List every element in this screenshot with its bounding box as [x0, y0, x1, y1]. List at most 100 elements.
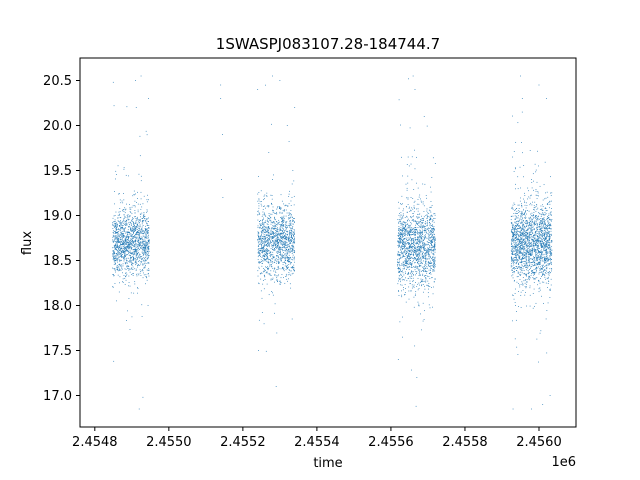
data-point — [515, 231, 517, 232]
data-point — [289, 232, 291, 234]
data-point — [279, 262, 280, 264]
data-point — [421, 219, 423, 221]
data-point — [120, 244, 122, 245]
data-point — [413, 234, 415, 236]
data-point — [137, 230, 139, 232]
data-point — [124, 212, 126, 214]
data-point — [141, 227, 143, 229]
data-point — [408, 250, 410, 252]
data-point — [286, 254, 288, 256]
data-point — [283, 224, 284, 226]
data-point — [268, 235, 270, 236]
data-point — [269, 236, 271, 238]
data-point — [146, 237, 148, 239]
data-point — [410, 240, 412, 242]
data-point — [272, 228, 274, 229]
data-point — [119, 265, 121, 267]
data-point — [533, 272, 535, 273]
data-point — [406, 239, 408, 241]
data-point — [121, 224, 123, 226]
data-point — [293, 232, 295, 233]
data-point — [402, 217, 404, 219]
data-point — [136, 252, 138, 254]
data-point — [116, 224, 118, 225]
data-point — [126, 242, 128, 243]
data-point — [286, 256, 288, 258]
data-point — [128, 266, 130, 267]
data-point — [425, 255, 427, 257]
data-point — [260, 244, 262, 245]
data-point — [278, 234, 280, 235]
data-point — [398, 201, 399, 203]
data-point — [409, 233, 410, 235]
data-point — [128, 237, 129, 239]
data-point — [407, 256, 408, 258]
data-point — [405, 277, 406, 279]
data-point — [126, 233, 128, 235]
data-point — [145, 228, 147, 230]
data-point — [423, 246, 425, 247]
data-point — [288, 141, 290, 143]
data-point — [117, 269, 119, 271]
data-point — [129, 215, 131, 217]
data-point — [525, 291, 526, 293]
data-point — [519, 251, 521, 253]
data-point — [398, 242, 399, 243]
data-point — [125, 244, 127, 246]
data-point — [397, 265, 399, 267]
data-point — [266, 244, 267, 246]
data-point — [512, 204, 514, 206]
data-point — [290, 230, 292, 232]
data-point — [137, 245, 139, 247]
data-point — [131, 221, 133, 223]
data-point — [121, 246, 123, 248]
data-point — [122, 209, 124, 211]
data-point — [262, 238, 264, 240]
data-point — [408, 231, 409, 233]
data-point — [403, 247, 405, 249]
data-point — [422, 320, 424, 322]
data-point — [426, 125, 428, 127]
data-point — [119, 269, 121, 270]
data-point — [406, 265, 408, 267]
data-point — [119, 252, 121, 254]
data-point — [401, 296, 403, 298]
data-point — [532, 248, 534, 250]
data-point — [118, 238, 120, 240]
data-point — [139, 244, 140, 246]
data-point — [513, 234, 515, 236]
data-point — [263, 255, 265, 257]
data-point — [411, 231, 413, 233]
data-point — [120, 238, 122, 240]
data-point — [292, 267, 294, 269]
data-point — [398, 258, 400, 259]
data-point — [520, 231, 522, 233]
data-point — [145, 221, 147, 223]
data-point — [258, 251, 260, 253]
data-point — [414, 248, 416, 250]
data-point — [519, 251, 521, 253]
data-point — [147, 230, 149, 232]
data-point — [550, 227, 552, 229]
data-point — [271, 242, 272, 243]
data-point — [141, 226, 143, 228]
data-point — [430, 260, 431, 262]
data-point — [279, 246, 281, 248]
data-point — [113, 253, 115, 255]
data-point — [130, 257, 132, 258]
data-point — [537, 219, 539, 221]
data-point — [134, 237, 136, 238]
data-point — [144, 232, 146, 234]
data-point — [275, 275, 277, 277]
data-point — [146, 223, 148, 225]
data-point — [267, 245, 269, 247]
data-point — [417, 283, 419, 285]
data-point — [137, 252, 138, 254]
data-point — [119, 208, 121, 209]
data-point — [271, 291, 273, 292]
data-point — [263, 238, 265, 240]
data-point — [278, 229, 280, 231]
data-point — [429, 221, 430, 223]
data-point — [414, 269, 416, 271]
data-point — [129, 224, 130, 225]
